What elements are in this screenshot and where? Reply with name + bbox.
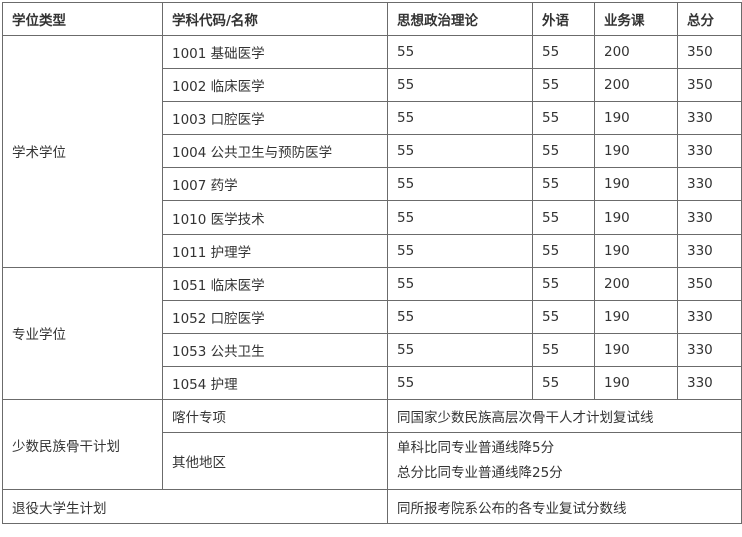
header-politics: 思想政治理论 [387,2,533,36]
cell-subject: 1004 公共卫生与预防医学 [162,134,388,169]
cell-total: 330 [677,101,742,136]
kashgar-name: 喀什专项 [162,399,388,434]
header-total: 总分 [677,2,742,36]
minority-plan-type: 少数民族骨干计划 [2,399,163,491]
table-row: 1004 公共卫生与预防医学 55 55 190 330 [3,134,742,169]
header-major-course: 业务课 [594,2,678,36]
single-subject-rule: 单科比同专业普通线降5分 [397,440,555,457]
table-row: 1003 口腔医学 55 55 190 330 [3,101,742,136]
header-row: 学位类型 学科代码/名称 思想政治理论 外语 业务课 总分 [2,2,742,36]
table-row: 少数民族骨干计划 喀什专项 同国家少数民族高层次骨干人才计划复试线 [2,399,742,491]
cell-major-course: 190 [594,332,678,367]
cell-politics: 55 [387,266,533,301]
cell-subject: 1003 口腔医学 [162,101,388,136]
cell-foreign-language: 55 [532,266,595,301]
cell-major-course: 190 [594,365,678,401]
cell-foreign-language: 55 [532,134,595,169]
cell-major-course: 190 [594,200,678,235]
other-region-rule: 单科比同专业普通线降5分 总分比同专业普通线降25分 [387,432,742,491]
cell-subject: 1054 护理 [162,365,388,401]
table-row: 学术学位 1001 基础医学 55 55 200 350 [2,34,742,268]
cell-total: 330 [677,134,742,169]
table-row: 1002 临床医学 55 55 200 350 [3,68,742,103]
veteran-rule: 同所报考院系公布的各专业复试分数线 [387,489,742,525]
cell-major-course: 190 [594,101,678,136]
table-row: 退役大学生计划 同所报考院系公布的各专业复试分数线 [2,489,742,525]
cell-total: 350 [677,68,742,103]
cell-subject: 1011 护理学 [162,233,388,268]
table-row: 专业学位 1051 临床医学 55 55 200 350 [2,266,742,401]
cell-subject: 1052 口腔医学 [162,299,388,334]
cell-total: 330 [677,233,742,268]
cell-major-course: 190 [594,134,678,169]
cell-foreign-language: 55 [532,365,595,401]
cell-total: 330 [677,332,742,367]
cell-foreign-language: 55 [532,233,595,268]
cell-politics: 55 [387,167,533,202]
table-row: 1052 口腔医学 55 55 190 330 [3,299,742,334]
cell-politics: 55 [387,68,533,103]
cell-foreign-language: 55 [532,68,595,103]
cell-total: 350 [677,266,742,301]
cell-foreign-language: 55 [532,101,595,136]
cell-politics: 55 [387,200,533,235]
table-row: 其他地区 单科比同专业普通线降5分 总分比同专业普通线降25分 [3,432,742,491]
header-degree-type: 学位类型 [2,2,163,36]
cell-foreign-language: 55 [532,167,595,202]
cell-subject: 1007 药学 [162,167,388,202]
cell-major-course: 200 [594,68,678,103]
cell-foreign-language: 55 [532,200,595,235]
cell-total: 330 [677,299,742,334]
cell-politics: 55 [387,332,533,367]
table-row: 1053 公共卫生 55 55 190 330 [3,332,742,367]
cell-foreign-language: 55 [532,34,595,70]
cell-total: 330 [677,167,742,202]
cell-total: 330 [677,200,742,235]
cell-politics: 55 [387,101,533,136]
table-row: 1010 医学技术 55 55 190 330 [3,200,742,235]
table-row: 1011 护理学 55 55 190 330 [3,233,742,268]
cell-subject: 1001 基础医学 [162,34,388,70]
cell-total: 350 [677,34,742,70]
cell-major-course: 190 [594,299,678,334]
cell-politics: 55 [387,233,533,268]
cell-major-course: 190 [594,233,678,268]
cell-foreign-language: 55 [532,299,595,334]
table-row: 1007 药学 55 55 190 330 [3,167,742,202]
cell-subject: 1051 临床医学 [162,266,388,301]
score-table: 学位类型 学科代码/名称 思想政治理论 外语 业务课 总分 学术学位 1001 基… [2,2,742,525]
cell-politics: 55 [387,134,533,169]
table-row: 1054 护理 55 55 190 330 [3,365,742,401]
other-region-name: 其他地区 [162,432,388,491]
kashgar-rule: 同国家少数民族高层次骨干人才计划复试线 [387,399,742,434]
cell-politics: 55 [387,34,533,70]
cell-major-course: 190 [594,167,678,202]
cell-politics: 55 [387,365,533,401]
cell-subject: 1010 医学技术 [162,200,388,235]
cell-subject: 1053 公共卫生 [162,332,388,367]
academic-degree-type: 学术学位 [2,35,163,268]
cell-subject: 1002 临床医学 [162,68,388,103]
cell-major-course: 200 [594,266,678,301]
cell-politics: 55 [387,299,533,334]
header-foreign-language: 外语 [532,2,595,36]
cell-total: 330 [677,365,742,401]
cell-foreign-language: 55 [532,332,595,367]
veteran-plan-type: 退役大学生计划 [2,489,388,525]
total-score-rule: 总分比同专业普通线降25分 [397,465,563,482]
professional-degree-type: 专业学位 [2,266,163,401]
header-subject: 学科代码/名称 [162,2,388,36]
cell-major-course: 200 [594,34,678,70]
